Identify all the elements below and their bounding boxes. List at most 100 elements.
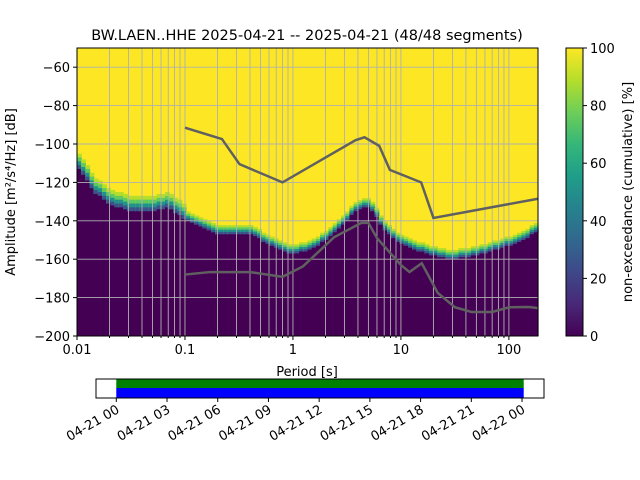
heatmap-cell <box>202 228 208 336</box>
heatmap-cell <box>223 231 229 235</box>
heatmap-cell <box>491 247 497 251</box>
heatmap-cell <box>97 192 103 197</box>
heatmap-cell <box>408 245 413 249</box>
heatmap-cell <box>412 247 418 251</box>
x-tick-label: 10 <box>393 343 410 358</box>
heatmap-cell <box>437 254 443 258</box>
heatmap-cell <box>144 211 149 336</box>
heatmap-cell <box>106 199 112 205</box>
colorbar-tick-label: 60 <box>590 157 607 172</box>
heatmap-cell <box>269 245 275 336</box>
heatmap-cell <box>382 230 388 336</box>
x-tick-label: 0.1 <box>175 343 196 358</box>
heatmap-cell <box>110 205 116 336</box>
heatmap-cell <box>173 213 179 336</box>
heatmap-cell <box>89 184 95 189</box>
heatmap-cell <box>470 253 476 256</box>
heatmap-cell <box>185 220 191 336</box>
heatmap-cell <box>462 254 468 258</box>
heatmap-cell <box>521 240 527 336</box>
heatmap-cell <box>311 245 317 249</box>
heatmap-cell <box>236 234 242 336</box>
heatmap-cell <box>500 245 506 249</box>
heatmap-cell <box>529 234 535 336</box>
heatmap-cell <box>118 207 124 336</box>
heatmap-cell <box>81 170 86 176</box>
heatmap-cell <box>299 251 304 336</box>
heatmap-cell <box>232 234 237 336</box>
colorbar-tick-label: 80 <box>590 100 607 115</box>
plot-area: 0.01 0.1 1 10 100 −60 −80 −100 −120 −140 −160 −180 −… <box>34 47 539 358</box>
heatmap-cell <box>265 243 271 336</box>
heatmap-cell <box>424 251 430 254</box>
heatmap-cell <box>349 212 355 216</box>
colorbar-tick-label: 20 <box>590 272 607 287</box>
y-tick-label: −80 <box>43 100 70 115</box>
heatmap-cell <box>403 245 409 336</box>
heatmap-cell <box>253 236 258 336</box>
heatmap-cell <box>458 254 464 258</box>
heatmap-cell <box>332 230 338 233</box>
heatmap-cell <box>504 243 510 247</box>
heatmap-cell <box>332 232 338 336</box>
y-tick-label: −160 <box>34 253 70 268</box>
heatmap-cell <box>433 253 439 256</box>
heatmap-cell <box>324 240 330 336</box>
heatmap-cell <box>387 231 392 235</box>
heatmap-cell <box>148 207 154 212</box>
heatmap-cell <box>127 211 133 336</box>
heatmap-cell <box>102 195 107 201</box>
nlnm-line <box>184 221 539 314</box>
y-tick-label: −60 <box>43 61 70 76</box>
heatmap-cell <box>93 193 99 336</box>
heatmap-cell <box>462 257 468 336</box>
heatmap-cell <box>395 239 401 243</box>
heatmap-cell <box>265 241 271 245</box>
heatmap-cell <box>294 253 300 336</box>
heatmap-cell <box>475 255 480 336</box>
x-tick-label: 1 <box>289 343 297 358</box>
heatmap-cell <box>152 207 158 212</box>
nhnm-line <box>184 126 539 220</box>
heatmap-cell <box>328 236 334 336</box>
heatmap-cell <box>370 208 376 212</box>
heatmap-cell <box>223 234 229 336</box>
heatmap-cell <box>173 209 179 214</box>
colorbar-label: non-exceedance (cumulative) [%] <box>621 82 636 302</box>
heatmap-cell <box>198 224 204 228</box>
heatmap-cell <box>433 255 439 336</box>
heatmap-cell <box>131 211 137 336</box>
heatmap-cell <box>93 190 99 195</box>
heatmap-cell <box>387 234 392 336</box>
heatmap-cell <box>181 215 187 220</box>
heatmap-cell <box>529 231 535 235</box>
heatmap-cell <box>114 207 120 336</box>
heatmap-cell <box>311 247 317 336</box>
heatmap-cell <box>156 209 162 336</box>
heatmap-cell <box>307 247 313 251</box>
heatmap-cell <box>320 241 325 336</box>
heatmap-cell <box>500 247 506 336</box>
heatmap-cell <box>261 241 267 336</box>
heatmap-cell <box>441 254 447 258</box>
heatmap-cell <box>227 234 233 336</box>
timeline-tick-label: 04-21 09 <box>216 402 274 444</box>
x-tick-label: 100 <box>496 343 521 358</box>
heatmap-cell <box>236 231 242 235</box>
heatmap-cell <box>458 257 464 336</box>
timeline-tick-label: 04-21 12 <box>267 402 325 444</box>
heatmap-cell <box>135 211 141 336</box>
heatmap-cell <box>282 251 288 336</box>
processed-coverage-bar <box>116 388 524 398</box>
heatmap-cell <box>77 165 82 170</box>
heatmap-cell <box>420 251 426 336</box>
heatmap-cell <box>429 253 434 256</box>
heatmap-cell <box>353 208 359 212</box>
heatmap-cell <box>185 218 191 222</box>
heatmap-cell <box>429 255 434 336</box>
heatmap-cell <box>466 254 472 258</box>
heatmap-cell <box>190 222 195 336</box>
timeline-tick-label: 04-21 00 <box>64 402 122 444</box>
heatmap-cell <box>328 233 334 237</box>
heatmap-cell <box>420 249 426 253</box>
